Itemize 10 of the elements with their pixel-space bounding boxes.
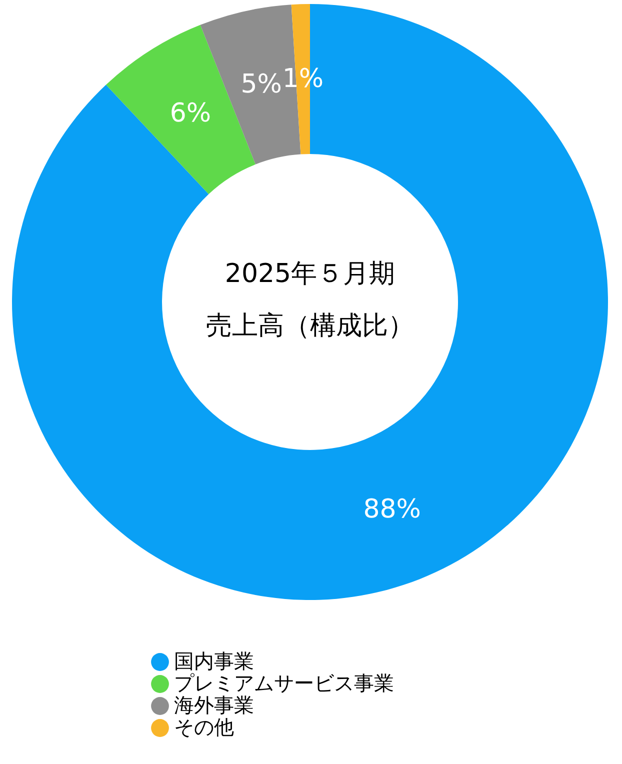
data-label: 6% [170,98,212,129]
text: 2025年５月期 [224,259,396,289]
data-label: 5% [240,69,282,100]
legend-label: 国内事業 [174,649,254,673]
legend-label: プレミアムサービス事業 [174,671,394,695]
data-label: 1% [282,64,324,94]
data-label: 88% [363,494,421,524]
text: 売上高（構成比） [206,311,414,341]
legend-label: 海外事業 [174,693,254,717]
legend-label: その他 [174,715,234,739]
